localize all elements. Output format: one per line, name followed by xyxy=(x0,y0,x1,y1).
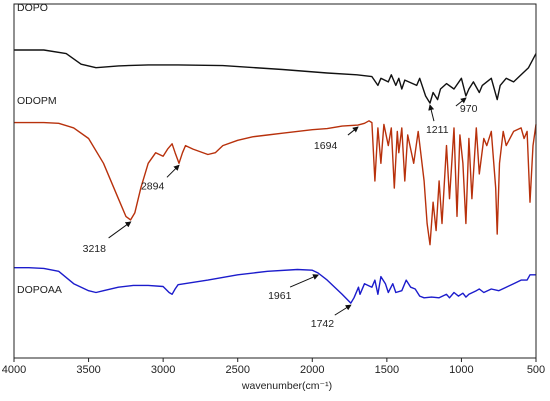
annotation-label-1742: 1742 xyxy=(311,318,335,330)
annotation-label-1961: 1961 xyxy=(268,290,292,302)
series-label-dopoaa: DOPOAA xyxy=(17,284,62,296)
plot-frame xyxy=(13,3,537,359)
annotation-arrow-1694 xyxy=(347,126,359,136)
annotation-arrow-1211 xyxy=(428,104,435,122)
annotation-label-1694: 1694 xyxy=(314,140,338,152)
annotation-arrow-970 xyxy=(455,97,467,107)
x-tick-label-2000: 2000 xyxy=(300,364,324,376)
series-line-odopm xyxy=(14,120,537,246)
x-axis: 4000 3500 3000 2500 2000 1500 1000 500 xyxy=(2,358,545,376)
annotation-arrow-3218 xyxy=(108,221,132,239)
series-line-dopo xyxy=(14,49,537,104)
annotation-layer: 970 1211 1694 2894 3218 1961 1742 xyxy=(83,97,478,330)
x-tick-label-2500: 2500 xyxy=(225,364,249,376)
annotation-arrow-1961 xyxy=(289,274,320,288)
series-label-dopo: DOPO xyxy=(17,2,48,14)
annotation-label-970: 970 xyxy=(460,103,478,115)
annotation-arrow-2894 xyxy=(166,164,180,178)
annotation-label-1211: 1211 xyxy=(426,124,449,136)
series-layer: DOPO ODOPM DOPOAA xyxy=(14,2,537,304)
annotation-label-2894: 2894 xyxy=(141,180,165,192)
annotation-label-3218: 3218 xyxy=(83,243,107,255)
x-axis-label: wavenumber(cm⁻¹) xyxy=(241,380,332,392)
x-tick-label-4000: 4000 xyxy=(2,364,26,376)
x-tick-label-3500: 3500 xyxy=(76,364,100,376)
x-tick-label-3000: 3000 xyxy=(151,364,175,376)
x-tick-label-1500: 1500 xyxy=(375,364,399,376)
x-tick-label-1000: 1000 xyxy=(449,364,473,376)
series-label-odopm: ODOPM xyxy=(17,95,57,107)
annotation-arrow-1742 xyxy=(334,304,352,316)
series-line-dopoaa xyxy=(14,267,536,304)
x-tick-label-500: 500 xyxy=(527,364,545,376)
